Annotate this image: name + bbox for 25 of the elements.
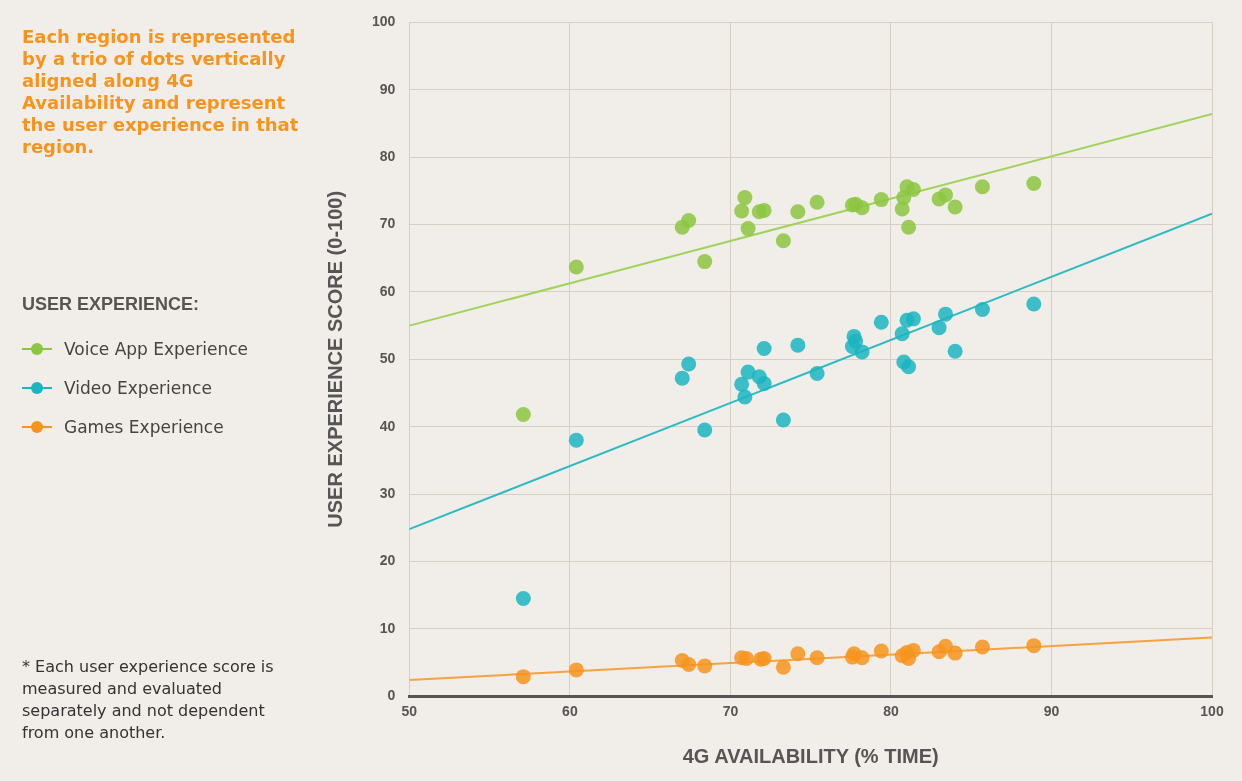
y-tick-label: 70 [379,215,396,232]
x-tick-label: 80 [883,703,899,720]
y-tick-label: 40 [379,417,396,434]
x-tick-label: 90 [1043,703,1060,720]
x-tick-label: 60 [562,703,578,720]
x-tick-label: 50 [401,703,418,720]
y-tick-label: 30 [379,484,396,501]
legend-label: Games Experience [64,416,224,437]
y-tick-label: 80 [379,148,396,165]
x-tick-label: 100 [1200,703,1224,720]
text: Each region is represented by a trio of dots vertically aligned along 4G Availability and represent the user experience in that region. [22,26,300,158]
legend-title: USER EXPERIENCE: [22,294,201,315]
y-tick-label: 0 [387,687,396,704]
x-axis-title: 4G AVAILABILITY (% TIME) [682,744,939,767]
legend-label: Video Experience [64,377,212,398]
y-tick-label: 60 [379,282,396,299]
y-tick-label: 90 [379,80,396,97]
y-tick-label: 10 [379,619,396,636]
legend-label: Voice App Experience [64,338,249,359]
x-tick-label: 70 [722,703,739,720]
y-tick-label: 100 [372,13,396,30]
y-axis-title: USER EXPERIENCE SCORE (0-100) [323,190,346,528]
text: * Each user experience score is measured and evaluated separately and not dependent from one another. [22,656,275,744]
y-tick-label: 50 [379,350,396,367]
y-tick-label: 20 [379,552,396,569]
